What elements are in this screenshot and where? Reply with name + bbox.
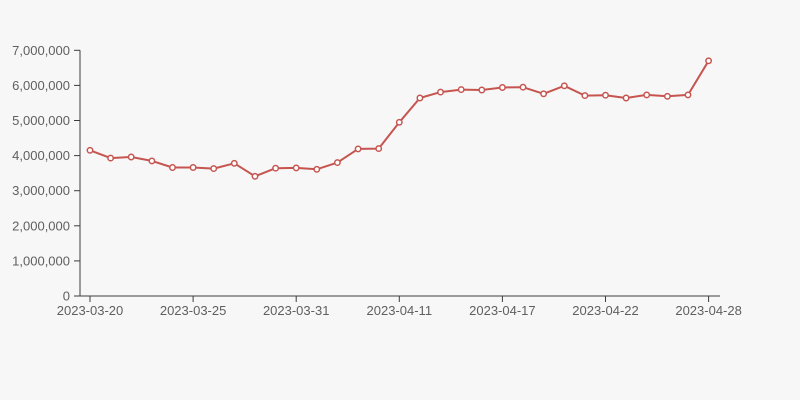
- series-line: [89, 59, 710, 178]
- y-axis-tick-label: 6,000,000: [12, 78, 70, 93]
- data-point-marker: [498, 84, 506, 91]
- data-point-marker: [684, 91, 692, 99]
- data-point-marker: [519, 83, 527, 91]
- data-point-marker: [148, 157, 156, 165]
- data-point-marker: [540, 90, 548, 98]
- y-axis-tick-label: 1,000,000: [12, 253, 70, 268]
- data-point-marker: [210, 165, 218, 173]
- y-axis-tick-label: 4,000,000: [12, 148, 70, 163]
- x-axis-tick-label: 2023-04-22: [572, 303, 639, 318]
- data-point-marker: [86, 146, 94, 154]
- data-point-marker: [189, 164, 197, 171]
- data-point-marker: [272, 164, 280, 172]
- data-point-marker: [292, 164, 300, 172]
- data-point-marker: [560, 82, 568, 90]
- data-point-marker: [478, 86, 486, 94]
- data-point-marker: [437, 88, 444, 96]
- data-point-marker: [663, 92, 671, 100]
- data-point-marker: [457, 86, 465, 94]
- axis-line: [79, 50, 720, 297]
- data-point-marker: [375, 145, 383, 153]
- data-point-marker: [416, 94, 424, 102]
- data-point-marker: [354, 145, 362, 153]
- y-axis-tick-label: 0: [63, 289, 70, 304]
- data-point-marker: [643, 91, 651, 99]
- data-point-marker: [169, 164, 176, 171]
- data-point-marker: [127, 153, 135, 161]
- data-point-marker: [602, 91, 609, 99]
- data-point-marker: [313, 165, 321, 173]
- data-point-marker: [581, 92, 589, 100]
- data-point-marker: [395, 118, 403, 126]
- data-point-marker: [333, 159, 341, 167]
- x-axis-tick-label: 2023-04-28: [675, 303, 742, 318]
- y-axis-tick-label: 2,000,000: [12, 218, 70, 233]
- data-point-marker: [251, 172, 259, 180]
- data-point-marker: [230, 159, 238, 167]
- x-axis-tick-label: 2023-04-17: [469, 303, 536, 318]
- y-axis-tick-label: 7,000,000: [12, 43, 70, 58]
- x-axis-tick-label: 2023-03-20: [57, 303, 124, 318]
- data-point-marker: [705, 57, 713, 65]
- x-axis-tick-label: 2023-03-31: [263, 303, 330, 318]
- x-axis-tick-label: 2023-03-25: [160, 303, 227, 318]
- data-point-marker: [622, 94, 630, 102]
- y-axis-tick-label: 3,000,000: [12, 183, 70, 198]
- data-point-marker: [107, 154, 115, 162]
- y-axis-tick-label: 5,000,000: [12, 113, 70, 128]
- x-axis-tick-label: 2023-04-11: [367, 303, 433, 318]
